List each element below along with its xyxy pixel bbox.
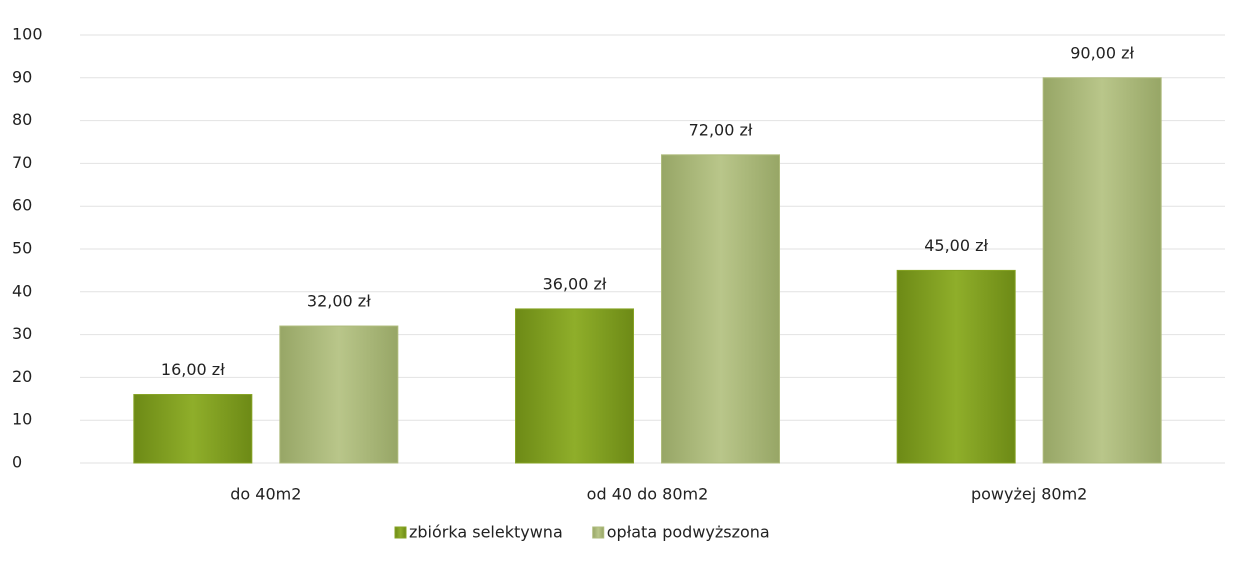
y-tick-label: 0: [12, 453, 22, 472]
y-tick-label: 20: [12, 367, 32, 386]
value-label: 45,00 zł: [924, 236, 988, 255]
bar: [515, 308, 634, 464]
y-tick-label: 40: [12, 281, 32, 300]
y-tick-label: 60: [12, 196, 32, 215]
bar: [133, 394, 253, 464]
y-tick-label: 50: [12, 239, 32, 258]
y-tick-label: 30: [12, 324, 32, 343]
x-tick-label: do 40m2: [230, 485, 301, 504]
legend-marker: [394, 526, 407, 539]
y-tick-label: 80: [12, 110, 32, 129]
legend-marker: [592, 526, 605, 539]
value-label: 32,00 zł: [307, 292, 371, 311]
value-label: 90,00 zł: [1070, 43, 1134, 62]
value-label: 36,00 zł: [543, 274, 607, 293]
y-tick-label: 70: [12, 153, 32, 172]
bar: [661, 154, 780, 464]
legend-label: zbiórka selektywna: [409, 523, 563, 542]
y-tick-label: 100: [12, 25, 43, 44]
y-tick-label: 90: [12, 67, 32, 86]
bar: [896, 269, 1016, 464]
x-tick-label: od 40 do 80m2: [587, 485, 709, 504]
x-tick-label: powyżej 80m2: [971, 485, 1087, 504]
bar: [279, 325, 399, 464]
legend-label: opłata podwyższona: [607, 523, 770, 542]
value-label: 16,00 zł: [161, 360, 225, 379]
bar: [1042, 77, 1162, 464]
value-label: 72,00 zł: [689, 120, 753, 139]
y-tick-label: 10: [12, 410, 32, 429]
